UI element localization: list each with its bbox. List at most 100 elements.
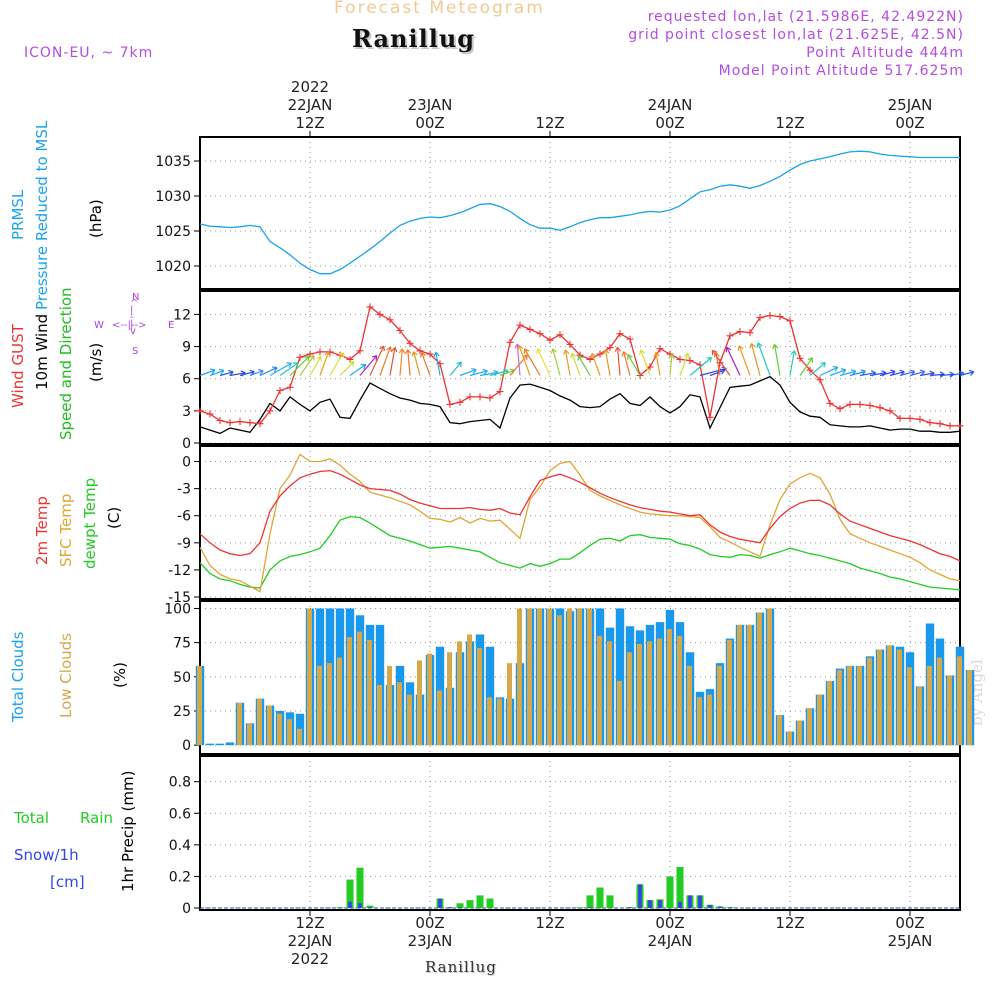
wind-arrow-head	[614, 346, 622, 352]
wind-arrow	[949, 372, 964, 377]
wind-arrow	[623, 351, 631, 376]
legend-snow: Snow/1h	[14, 846, 79, 864]
wind-arrow-head	[379, 345, 385, 352]
snow-bar	[458, 907, 462, 908]
wind-arrow-head	[419, 352, 426, 358]
wind-arrow-head	[749, 342, 756, 349]
gust-marker	[726, 332, 734, 340]
low-cloud-bar	[647, 641, 652, 746]
ytick-label: 0.2	[169, 869, 191, 885]
wind-arrow	[518, 345, 531, 376]
snow-bar	[718, 906, 722, 908]
ytick-label: 1030	[155, 189, 191, 205]
low-cloud-bar	[667, 628, 672, 746]
low-cloud-bar	[467, 634, 472, 746]
wind-arrow	[319, 351, 330, 376]
ytick-label: -3	[177, 482, 191, 498]
low-cloud-bar	[377, 685, 382, 746]
wind-arrow-head	[639, 349, 646, 355]
wind-arrow-head	[411, 351, 418, 357]
gust-marker	[606, 344, 614, 352]
total-cloud-bar	[205, 743, 215, 746]
wind-arrow-head	[772, 343, 779, 350]
requested-coords: requested lon,lat (21.5986E, 42.4922N)	[647, 9, 964, 25]
wind-arrow	[249, 370, 264, 377]
date-year-bottom: 2022	[291, 950, 329, 968]
wind-arrow	[879, 370, 896, 377]
low-cloud-bar	[517, 608, 522, 746]
rain-bar	[356, 867, 364, 908]
rain-bar	[596, 887, 604, 908]
wind-arrow-head	[433, 351, 440, 358]
wind-arrow-head	[348, 361, 355, 367]
gust-marker	[476, 393, 484, 401]
wind-arrow	[689, 357, 712, 376]
low-cloud-bar	[777, 715, 782, 746]
snow-bar	[638, 884, 642, 908]
gust-marker	[886, 407, 894, 415]
snow-bar	[438, 898, 442, 908]
grid-point-coords: grid point closest lon,lat (21.625E, 42.…	[628, 27, 964, 43]
wind-arrow-head	[807, 357, 813, 363]
wind-arrow-head	[304, 355, 310, 362]
ytick-label: 50	[173, 670, 191, 686]
gust-marker	[296, 353, 304, 361]
low-cloud-bar	[327, 663, 332, 746]
ytick-label: 25	[173, 704, 191, 720]
date-day-top: 24JAN	[648, 96, 693, 114]
wind-arrow-head	[570, 352, 577, 359]
rain-bar	[476, 895, 484, 908]
low-cloud-bar	[767, 608, 772, 746]
gust-marker	[746, 329, 754, 337]
wind-arrow	[489, 370, 509, 377]
wind-arrow-head	[272, 366, 278, 373]
wind-arrow-head	[210, 368, 216, 375]
low-cloud-bar	[727, 639, 732, 746]
wind-arrow-head	[725, 346, 732, 353]
wind-arrow	[640, 349, 651, 376]
xtick-label-top: 00Z	[895, 114, 924, 132]
low-cloud-bar	[657, 638, 662, 746]
gust-marker	[776, 313, 784, 321]
gust-marker	[226, 419, 234, 427]
model-label: ICON-EU, ~ 7km	[24, 45, 154, 61]
ytick-label: 75	[173, 636, 191, 652]
compass-n: N	[132, 292, 140, 303]
legend-rain: Rain	[80, 809, 113, 827]
snow-bar	[708, 904, 712, 908]
ytick-label: 1025	[155, 224, 191, 240]
wind-arrow-head	[550, 348, 557, 354]
panel-frame	[199, 755, 961, 911]
wind-arrow	[627, 354, 641, 376]
gust-marker	[906, 414, 914, 422]
date-day-bottom: 22JAN	[288, 932, 333, 950]
snow-bar	[448, 907, 452, 908]
wind-arrow	[369, 345, 385, 376]
wind-arrow	[577, 355, 591, 376]
ytick-label: 12	[173, 307, 191, 323]
gust-marker	[626, 335, 634, 343]
low-cloud-bar	[247, 723, 252, 746]
wind-arrow	[869, 372, 887, 377]
wind-arrow-head	[471, 367, 477, 374]
low-cloud-bar	[287, 719, 292, 746]
low-cloud-bar	[457, 641, 462, 746]
gust-marker	[816, 376, 824, 384]
gust-marker	[496, 388, 504, 396]
wind-arrow	[909, 370, 925, 377]
t2m-line	[199, 469, 961, 562]
gust-marker	[396, 327, 404, 334]
wind-arrow-head	[286, 362, 293, 368]
wind-arrow-head	[563, 349, 570, 355]
low-cloud-bar	[837, 669, 842, 746]
panel-frame	[199, 445, 961, 600]
wind-arrow	[299, 355, 315, 376]
wind-arrow-head	[820, 362, 826, 368]
gust-marker	[766, 312, 774, 319]
gust-marker	[406, 339, 414, 347]
wind-arrow	[469, 370, 488, 377]
wind-arrow-head	[968, 369, 975, 376]
date-day-top: 22JAN	[288, 96, 333, 114]
wind-arrow	[536, 348, 551, 376]
